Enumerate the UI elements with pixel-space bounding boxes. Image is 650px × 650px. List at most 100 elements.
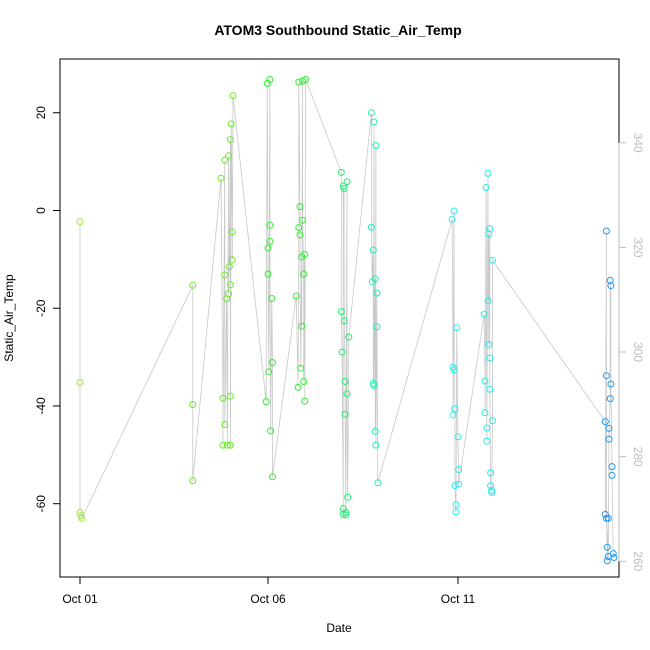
data-point xyxy=(340,185,348,192)
data-point xyxy=(302,76,310,83)
data-point xyxy=(342,511,350,519)
data-point xyxy=(217,174,225,182)
y-tick-label: -60 xyxy=(34,495,48,513)
data-point xyxy=(341,378,349,385)
y-tick-label: 0 xyxy=(34,207,48,214)
data-point xyxy=(454,433,462,441)
data-point xyxy=(265,368,273,376)
data-point xyxy=(608,471,616,479)
data-point xyxy=(223,441,231,449)
data-point xyxy=(609,550,617,557)
data-point xyxy=(266,76,274,83)
data-point xyxy=(297,364,305,372)
data-point xyxy=(343,390,351,398)
data-point xyxy=(337,168,345,176)
data-point xyxy=(189,477,197,485)
data-point xyxy=(299,216,307,224)
y2-tick-label: 320 xyxy=(631,237,645,257)
data-point xyxy=(450,366,458,374)
y-tick-label: 20 xyxy=(34,106,48,120)
data-point xyxy=(603,543,611,551)
data-point xyxy=(226,441,234,449)
data-point xyxy=(221,271,229,279)
data-point xyxy=(296,231,304,239)
data-point xyxy=(76,218,84,226)
data-point xyxy=(488,489,496,496)
data-point xyxy=(343,178,351,186)
data-point xyxy=(481,377,489,385)
data-point xyxy=(486,385,494,393)
data-point xyxy=(226,281,234,289)
data-point xyxy=(371,275,379,283)
data-point xyxy=(296,203,304,211)
data-point xyxy=(455,466,463,473)
data-point xyxy=(266,237,274,245)
data-point xyxy=(338,348,346,356)
data-point xyxy=(483,437,491,445)
data-point xyxy=(219,394,227,402)
data-point xyxy=(267,427,275,435)
x-tick-label: Oct 06 xyxy=(250,592,286,606)
data-point xyxy=(298,322,306,330)
data-point xyxy=(607,380,615,388)
data-point xyxy=(344,493,352,501)
data-point xyxy=(221,156,229,164)
x-tick-label: Oct 11 xyxy=(441,592,476,606)
data-point xyxy=(227,120,235,128)
data-point xyxy=(342,509,350,516)
data-point xyxy=(485,340,493,348)
data-point xyxy=(372,142,380,149)
data-point xyxy=(481,409,489,417)
x-tick-label: Oct 01 xyxy=(62,592,98,606)
x-axis-label: Date xyxy=(326,621,352,635)
data-point xyxy=(262,398,270,406)
data-point xyxy=(337,308,345,316)
data-point xyxy=(602,227,610,235)
data-points xyxy=(76,76,618,565)
data-point xyxy=(345,333,353,341)
data-point xyxy=(264,244,272,252)
y2-tick-label: 260 xyxy=(631,551,645,571)
data-point xyxy=(371,427,379,435)
data-point xyxy=(295,224,303,232)
data-point xyxy=(602,372,610,380)
data-point xyxy=(448,215,456,223)
data-point xyxy=(300,378,308,385)
data-point xyxy=(485,230,493,238)
chart-title: ATOM3 Southbound Static_Air_Temp xyxy=(214,22,461,38)
data-point xyxy=(341,410,349,418)
data-point xyxy=(453,324,461,332)
data-point xyxy=(221,421,229,428)
data-point xyxy=(269,359,276,366)
data-point xyxy=(228,228,236,236)
trajectory-line xyxy=(79,79,615,561)
data-point xyxy=(295,78,303,86)
trajectory-lines xyxy=(79,79,615,561)
data-point xyxy=(450,207,458,215)
data-point xyxy=(269,473,276,481)
data-point xyxy=(219,441,227,449)
data-point xyxy=(484,297,492,305)
y-axis-label: Static_Air_Temp xyxy=(2,274,16,362)
data-point xyxy=(603,557,611,565)
y2-tick-label: 340 xyxy=(631,133,645,153)
data-point xyxy=(229,92,237,100)
data-point xyxy=(268,295,276,302)
data-point xyxy=(605,424,613,432)
y-axis-left: -60 -40 -20 0 20 xyxy=(34,106,61,513)
data-point xyxy=(189,281,197,289)
data-point xyxy=(228,256,236,264)
data-point xyxy=(367,223,375,231)
data-point xyxy=(452,508,460,516)
data-point xyxy=(340,317,348,325)
data-point xyxy=(455,480,463,488)
y2-tick-label: 300 xyxy=(631,342,645,362)
data-point xyxy=(373,323,381,331)
y-axis-right: 260 280 300 320 340 xyxy=(618,133,645,572)
data-point xyxy=(372,441,380,449)
data-point xyxy=(294,383,302,391)
data-point xyxy=(452,501,460,509)
data-point xyxy=(487,469,495,477)
plot-frame xyxy=(59,58,620,578)
